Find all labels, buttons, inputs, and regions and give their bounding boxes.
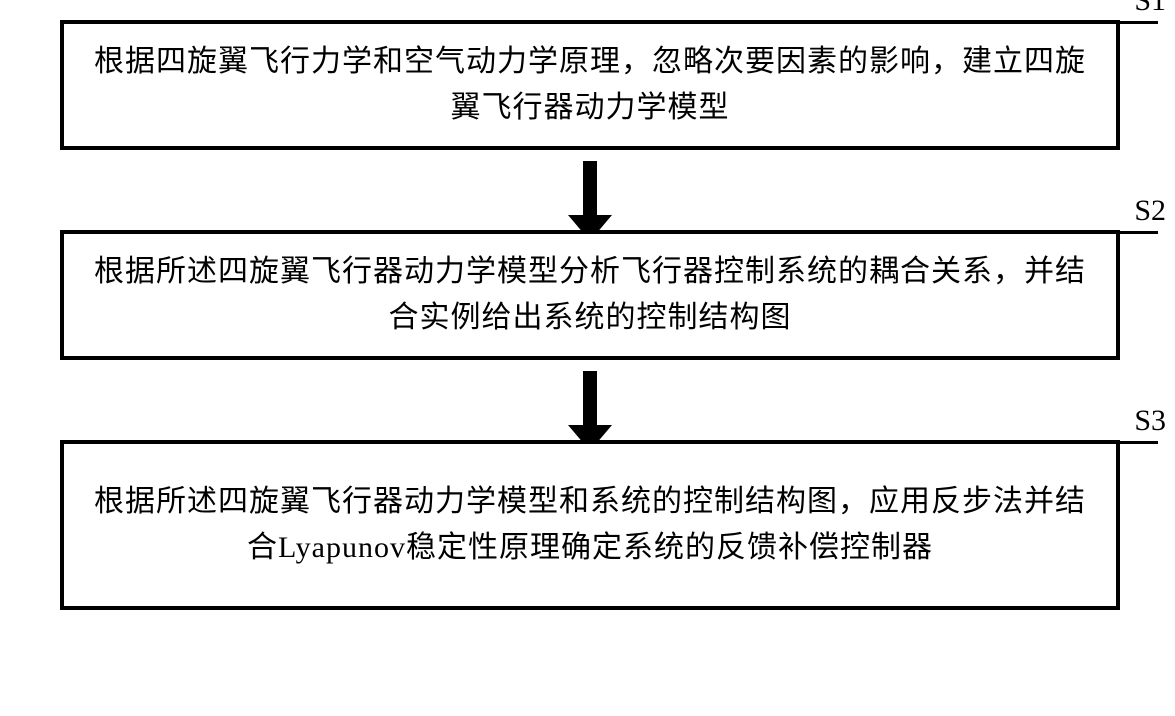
arrow-s1-s2 [60,150,1120,230]
node-label-s2: S2 [1134,194,1166,228]
node-text: 根据所述四旋翼飞行器动力学模型和系统的控制结构图，应用反步法并结合Lyapuno… [94,479,1086,572]
arrow-s2-s3 [60,360,1120,440]
node-text: 根据所述四旋翼飞行器动力学模型分析飞行器控制系统的耦合关系，并结合实例给出系统的… [94,249,1086,342]
label-connector [1118,21,1158,24]
label-connector [1118,441,1158,444]
node-label-s1: S1 [1134,0,1166,18]
arrow-shape [583,371,597,429]
arrow-shape [583,161,597,219]
flowchart-container: S1 根据四旋翼飞行力学和空气动力学原理，忽略次要因素的影响，建立四旋翼飞行器动… [60,20,1120,610]
flowchart-node-s1: S1 根据四旋翼飞行力学和空气动力学原理，忽略次要因素的影响，建立四旋翼飞行器动… [60,20,1120,150]
label-connector [1118,231,1158,234]
node-text: 根据四旋翼飞行力学和空气动力学原理，忽略次要因素的影响，建立四旋翼飞行器动力学模… [94,39,1086,132]
flowchart-node-s2: S2 根据所述四旋翼飞行器动力学模型分析飞行器控制系统的耦合关系，并结合实例给出… [60,230,1120,360]
flowchart-node-s3: S3 根据所述四旋翼飞行器动力学模型和系统的控制结构图，应用反步法并结合Lyap… [60,440,1120,610]
node-label-s3: S3 [1134,404,1166,438]
